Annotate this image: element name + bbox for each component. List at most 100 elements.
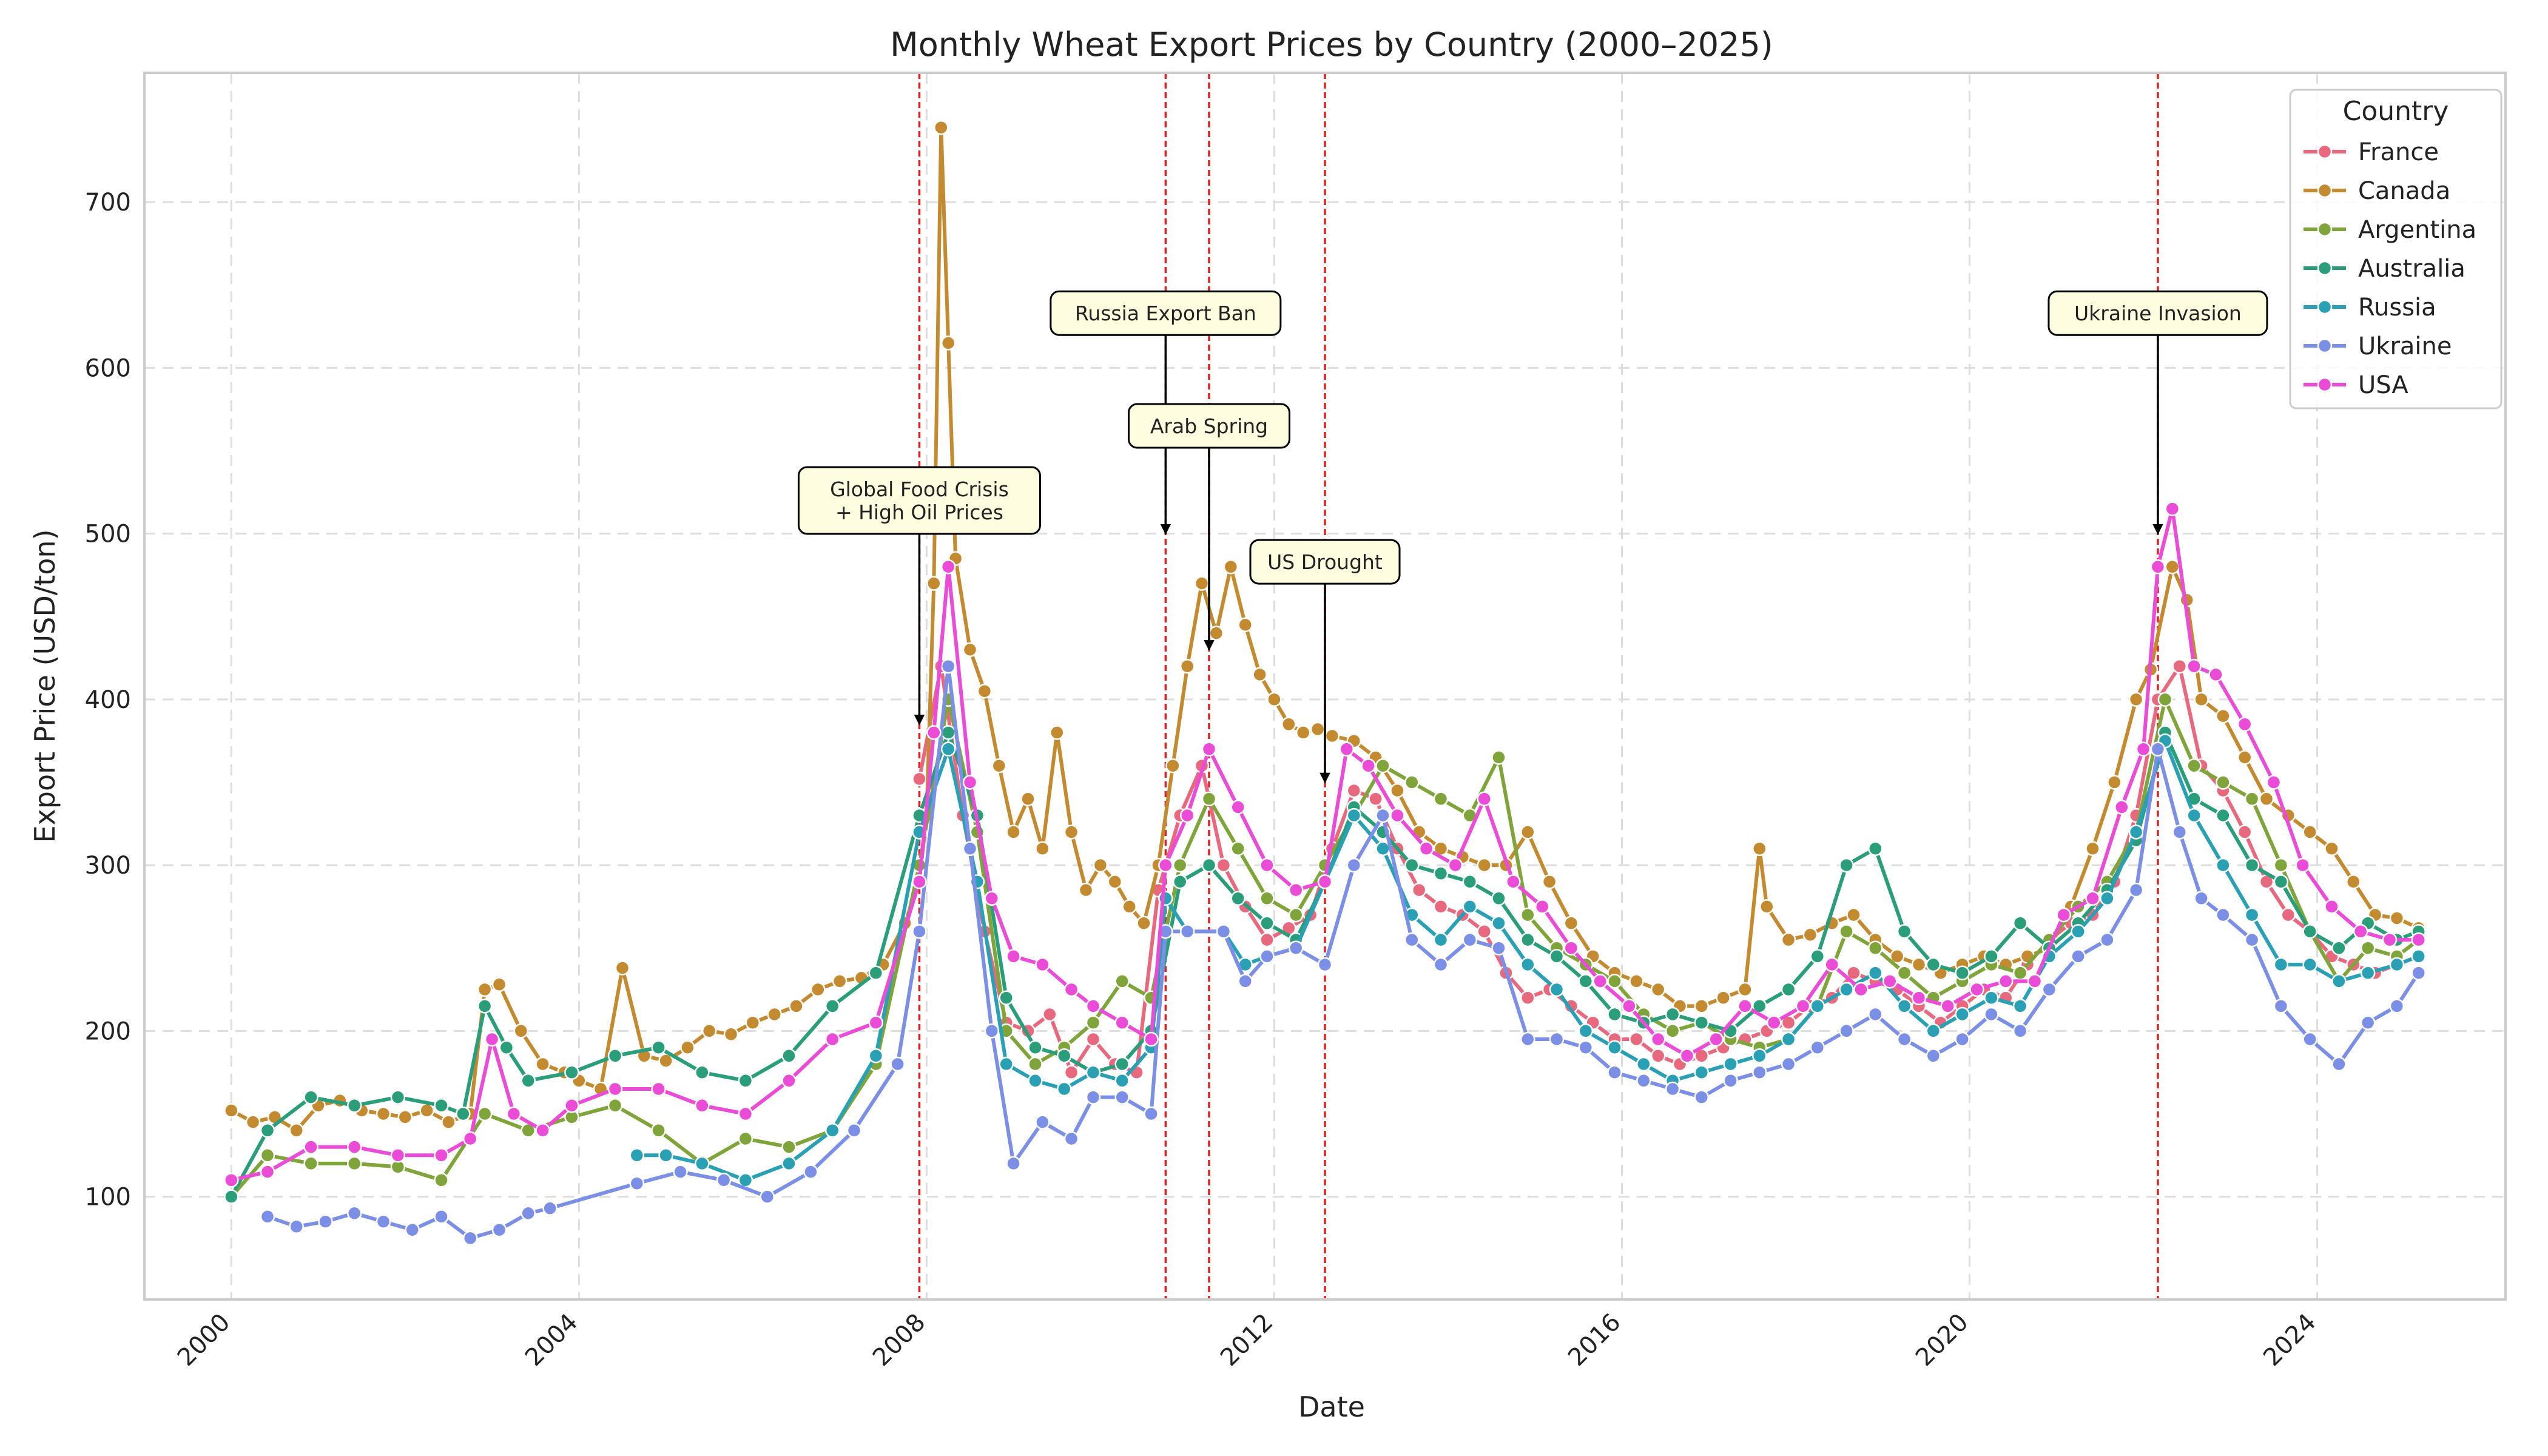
series-usa: [224, 501, 2426, 1188]
chart-title: Monthly Wheat Export Prices by Country (…: [890, 25, 1773, 64]
data-point: [1607, 974, 1622, 989]
legend: Country France Canada Argentina Australia Rus…: [2289, 89, 2502, 410]
data-point: [1259, 949, 1275, 964]
data-point: [1252, 667, 1267, 682]
data-point: [2273, 857, 2289, 873]
plot-frame: [143, 72, 2507, 1301]
data-point: [789, 999, 804, 1014]
data-point: [1114, 1090, 1130, 1105]
data-point: [1650, 982, 1666, 997]
data-point: [1259, 915, 1275, 931]
data-point: [1563, 915, 1579, 931]
data-point: [2411, 949, 2426, 964]
data-point: [926, 576, 942, 591]
data-point: [224, 1103, 239, 1118]
data-point: [2302, 824, 2317, 840]
data-point: [535, 1056, 550, 1072]
data-point: [1592, 974, 1608, 989]
data-point: [2244, 932, 2260, 948]
data-point: [1984, 949, 1999, 964]
data-point: [434, 1173, 449, 1188]
data-point: [1194, 576, 1210, 591]
y-tick-label: 300: [85, 852, 131, 880]
data-point: [1694, 1015, 1710, 1030]
data-point: [1578, 1023, 1594, 1039]
data-point: [1549, 982, 1565, 997]
data-point: [2302, 924, 2317, 939]
data-point: [1310, 721, 1326, 737]
data-point: [542, 1201, 558, 1216]
data-point: [1390, 783, 1405, 798]
data-point: [1896, 999, 1912, 1014]
data-point: [1339, 741, 1355, 757]
data-point: [1462, 874, 1478, 889]
data-point: [2346, 874, 2361, 889]
data-point: [1824, 957, 1839, 972]
data-point: [1346, 857, 1362, 873]
data-point: [434, 1098, 449, 1113]
data-point: [1752, 841, 1767, 857]
data-point: [1179, 924, 1195, 939]
data-point: [2324, 841, 2339, 857]
data-point: [2150, 559, 2166, 575]
data-point: [1607, 1065, 1622, 1080]
data-point: [1216, 857, 1232, 873]
annotation-box: [1050, 290, 1282, 336]
data-point: [1679, 1048, 1695, 1063]
data-point: [1984, 1006, 1999, 1022]
data-point: [1288, 882, 1304, 898]
data-point: [912, 771, 927, 787]
series-line: [229, 507, 2421, 1182]
data-point: [1050, 725, 1065, 740]
data-point: [1477, 791, 1492, 807]
data-point: [651, 1040, 666, 1055]
data-point: [1622, 999, 1637, 1014]
data-point: [723, 1026, 739, 1042]
data-point: [607, 1098, 623, 1113]
annotation-box: [1249, 539, 1401, 585]
series-canada: [224, 120, 2426, 1138]
data-point: [1361, 758, 1376, 774]
data-point: [934, 120, 949, 135]
data-point: [2056, 907, 2071, 923]
annotations-group: Global Food Crisis+ High Oil Prices Russi…: [797, 290, 2268, 784]
data-point: [2150, 741, 2166, 757]
data-point: [1144, 1106, 1159, 1122]
data-point: [484, 1031, 500, 1047]
data-point: [1172, 857, 1188, 873]
data-point: [390, 1148, 406, 1163]
data-point: [940, 741, 956, 757]
data-point: [2216, 907, 2231, 923]
data-point: [1281, 716, 1296, 732]
data-point: [1694, 1065, 1710, 1080]
data-point: [991, 758, 1007, 774]
data-point: [940, 559, 956, 575]
data-point: [738, 1131, 753, 1147]
data-point: [1114, 974, 1130, 989]
data-point: [1578, 974, 1594, 989]
y-tick-label: 500: [85, 521, 131, 548]
data-point: [1346, 807, 1362, 823]
data-point: [376, 1106, 391, 1122]
data-point: [2128, 692, 2144, 707]
data-point: [1006, 824, 1021, 840]
data-point: [824, 1031, 840, 1047]
data-point: [824, 1123, 840, 1138]
data-point: [1144, 1031, 1159, 1047]
data-point: [499, 1040, 514, 1055]
data-point: [890, 1056, 905, 1072]
data-point: [1223, 559, 1239, 575]
series-group: [224, 120, 2426, 1246]
data-point: [651, 1081, 666, 1097]
data-point: [1520, 824, 1535, 840]
data-point: [1063, 982, 1079, 997]
data-point: [1781, 1031, 1796, 1047]
data-point: [1578, 1040, 1594, 1055]
data-point: [1114, 1073, 1130, 1088]
data-point: [1028, 1056, 1043, 1072]
data-point: [2186, 658, 2202, 674]
data-point: [811, 982, 826, 997]
data-point: [1926, 1023, 1941, 1039]
data-point: [658, 1053, 673, 1068]
data-point: [346, 1139, 362, 1154]
